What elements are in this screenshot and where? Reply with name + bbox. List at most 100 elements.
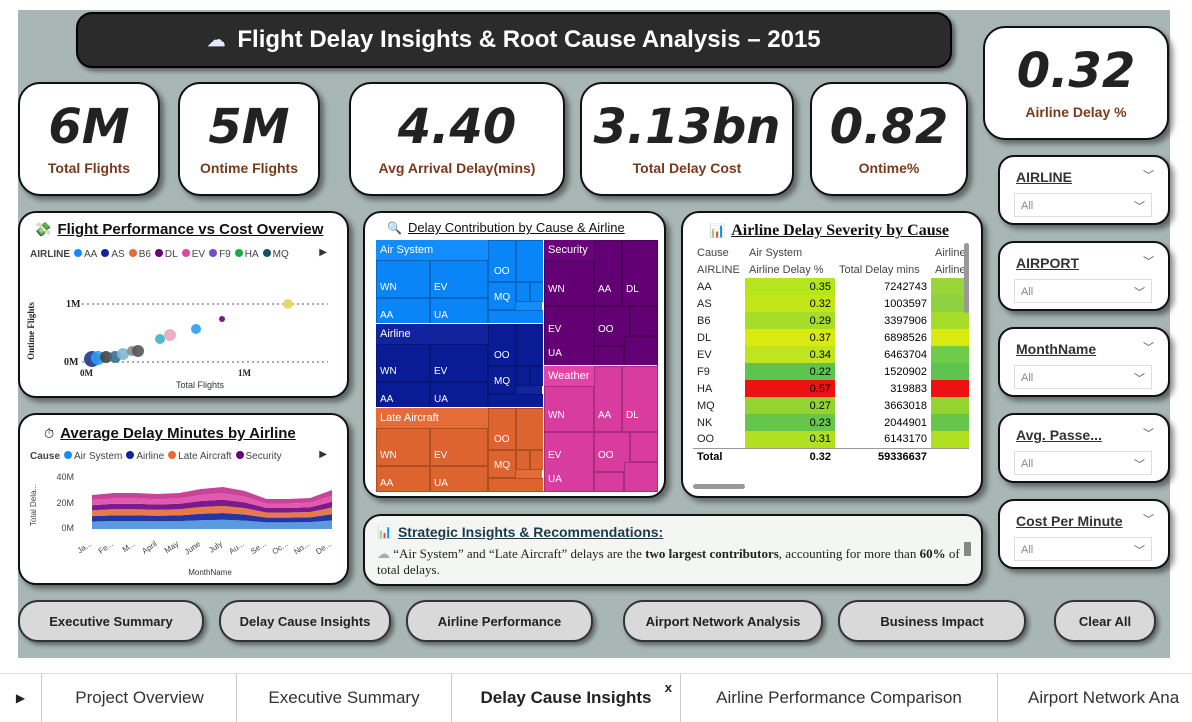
- treemap-tile[interactable]: [544, 260, 594, 306]
- treemap-tile[interactable]: [530, 450, 544, 470]
- area-visual[interactable]: ⏱ Average Delay Minutes by Airline Cause…: [18, 413, 349, 585]
- treemap-tile[interactable]: [430, 428, 488, 466]
- tab-scroll-left-button[interactable]: ▶: [0, 674, 42, 722]
- legend-item[interactable]: AS: [101, 249, 125, 260]
- area-band[interactable]: [92, 519, 332, 529]
- legend-item[interactable]: F9: [209, 249, 231, 260]
- treemap-group[interactable]: Security WN AA DL EV OO UA: [543, 239, 658, 366]
- treemap-tile[interactable]: [544, 386, 594, 432]
- legend-item[interactable]: DL: [154, 249, 178, 260]
- treemap-tile[interactable]: [630, 432, 658, 462]
- treemap-tile[interactable]: [624, 336, 658, 366]
- legend-next-icon[interactable]: ▶: [319, 247, 327, 258]
- nav-delay-cause-insights-button[interactable]: Delay Cause Insights: [219, 600, 391, 642]
- tab-project-overview[interactable]: Project Overview: [43, 674, 237, 722]
- tab-airline-performance-comparison[interactable]: Airline Performance Comparison: [681, 674, 998, 722]
- treemap-tile[interactable]: [516, 324, 544, 366]
- treemap-tile[interactable]: [544, 432, 594, 492]
- slicer-monthname[interactable]: MonthName ﹀ All ﹀: [998, 327, 1170, 397]
- nav-airline-performance-button[interactable]: Airline Performance: [406, 600, 593, 642]
- tab-executive-summary[interactable]: Executive Summary: [237, 674, 452, 722]
- treemap-tile[interactable]: [488, 408, 516, 450]
- treemap-tile[interactable]: [488, 324, 516, 366]
- treemap-tile[interactable]: [376, 466, 430, 492]
- legend-next-icon[interactable]: ▶: [319, 449, 327, 460]
- treemap-tile[interactable]: [530, 282, 544, 302]
- chevron-down-icon[interactable]: ﹀: [1143, 170, 1154, 182]
- treemap-tile[interactable]: [488, 366, 516, 394]
- legend-item[interactable]: B6: [128, 249, 151, 260]
- treemap-tile[interactable]: [488, 478, 544, 492]
- slicer-dropdown[interactable]: All ﹀: [1014, 451, 1152, 475]
- legend-item[interactable]: HA: [234, 249, 259, 260]
- treemap-tile[interactable]: [624, 462, 658, 492]
- area-band[interactable]: [92, 505, 332, 518]
- tab-airport-network[interactable]: Airport Network Ana: [1028, 688, 1180, 707]
- treemap-group[interactable]: Late Aircraft WN EV AA UA OO MQ: [375, 407, 544, 492]
- scatter-point[interactable]: [191, 324, 201, 334]
- treemap-tile[interactable]: [488, 240, 516, 282]
- tab-delay-cause-insights[interactable]: Delay Cause Insights x: [452, 674, 681, 722]
- nav-business-impact-button[interactable]: Business Impact: [838, 600, 1026, 642]
- treemap-visual[interactable]: 🔍 Delay Contribution by Cause & Airline …: [363, 211, 666, 498]
- chevron-down-icon[interactable]: ﹀: [1143, 256, 1154, 268]
- treemap-tile[interactable]: [516, 408, 544, 450]
- slicer-airline[interactable]: AIRLINE ﹀ All ﹀: [998, 155, 1170, 225]
- horizontal-scrollbar[interactable]: [693, 484, 745, 489]
- treemap-tile[interactable]: [376, 428, 430, 466]
- slicer-airport[interactable]: AIRPORT ﹀ All ﹀: [998, 241, 1170, 311]
- treemap-tile[interactable]: [622, 366, 658, 432]
- slicer-dropdown[interactable]: All ﹀: [1014, 193, 1152, 217]
- treemap-group[interactable]: Weather WN AA DL EV OO UA: [543, 365, 658, 492]
- legend-item[interactable]: EV: [181, 249, 205, 260]
- slicer-dropdown[interactable]: All ﹀: [1014, 537, 1152, 561]
- scatter-point[interactable]: [219, 316, 225, 322]
- scatter-point[interactable]: [283, 299, 293, 309]
- vertical-scrollbar[interactable]: [964, 243, 969, 313]
- legend-item[interactable]: Late Aircraft: [168, 451, 232, 462]
- treemap-tile[interactable]: [430, 382, 488, 408]
- treemap-tile[interactable]: [622, 240, 658, 306]
- treemap-tile[interactable]: [376, 260, 430, 298]
- treemap-tile[interactable]: [488, 282, 516, 310]
- treemap-tile[interactable]: [488, 394, 544, 408]
- chevron-down-icon[interactable]: ﹀: [1143, 342, 1154, 354]
- close-icon[interactable]: x: [664, 680, 672, 695]
- vertical-scrollbar[interactable]: [964, 542, 971, 556]
- chevron-down-icon[interactable]: ﹀: [1143, 514, 1154, 526]
- treemap-tile[interactable]: [630, 306, 658, 336]
- chevron-down-icon[interactable]: ﹀: [1143, 428, 1154, 440]
- treemap-tile[interactable]: [376, 344, 430, 382]
- slicer-dropdown[interactable]: All ﹀: [1014, 365, 1152, 389]
- treemap-tile[interactable]: [430, 344, 488, 382]
- scatter-point[interactable]: [155, 334, 165, 344]
- scatter-point[interactable]: [164, 329, 176, 341]
- treemap-tile[interactable]: [516, 450, 530, 470]
- area-band[interactable]: [92, 487, 332, 504]
- legend-item[interactable]: AA: [74, 249, 97, 260]
- nav-airport-network-button[interactable]: Airport Network Analysis: [623, 600, 823, 642]
- scatter-point[interactable]: [132, 345, 144, 357]
- treemap-tile[interactable]: [530, 366, 544, 386]
- treemap-tile[interactable]: [594, 366, 622, 432]
- treemap-tile[interactable]: [516, 282, 530, 302]
- legend-item[interactable]: MQ: [262, 249, 289, 260]
- treemap-group[interactable]: Air System WN EV AA UA OO MQ: [375, 239, 544, 324]
- area-band[interactable]: [92, 499, 332, 513]
- scatter-point[interactable]: [100, 351, 112, 363]
- treemap-tile[interactable]: [594, 346, 624, 366]
- nav-executive-summary-button[interactable]: Executive Summary: [18, 600, 204, 642]
- slicer-dropdown[interactable]: All ﹀: [1014, 279, 1152, 303]
- legend-item[interactable]: Security: [235, 451, 282, 462]
- scatter-point[interactable]: [117, 348, 129, 360]
- clear-all-button[interactable]: Clear All: [1054, 600, 1156, 642]
- legend-item[interactable]: Air System: [64, 451, 122, 462]
- treemap-tile[interactable]: [516, 240, 544, 282]
- treemap-tile[interactable]: [594, 240, 622, 306]
- slicer-avg-passe[interactable]: Avg. Passe... ﹀ All ﹀: [998, 413, 1170, 483]
- treemap-tile[interactable]: [430, 466, 488, 492]
- treemap-tile[interactable]: [430, 260, 488, 298]
- scatter-visual[interactable]: 💸 Flight Performance vs Cost Overview AI…: [18, 211, 349, 398]
- treemap-group[interactable]: Airline WN EV AA UA OO MQ: [375, 323, 544, 408]
- severity-visual[interactable]: 📊 Airline Delay Severity by Cause Cause …: [681, 211, 983, 498]
